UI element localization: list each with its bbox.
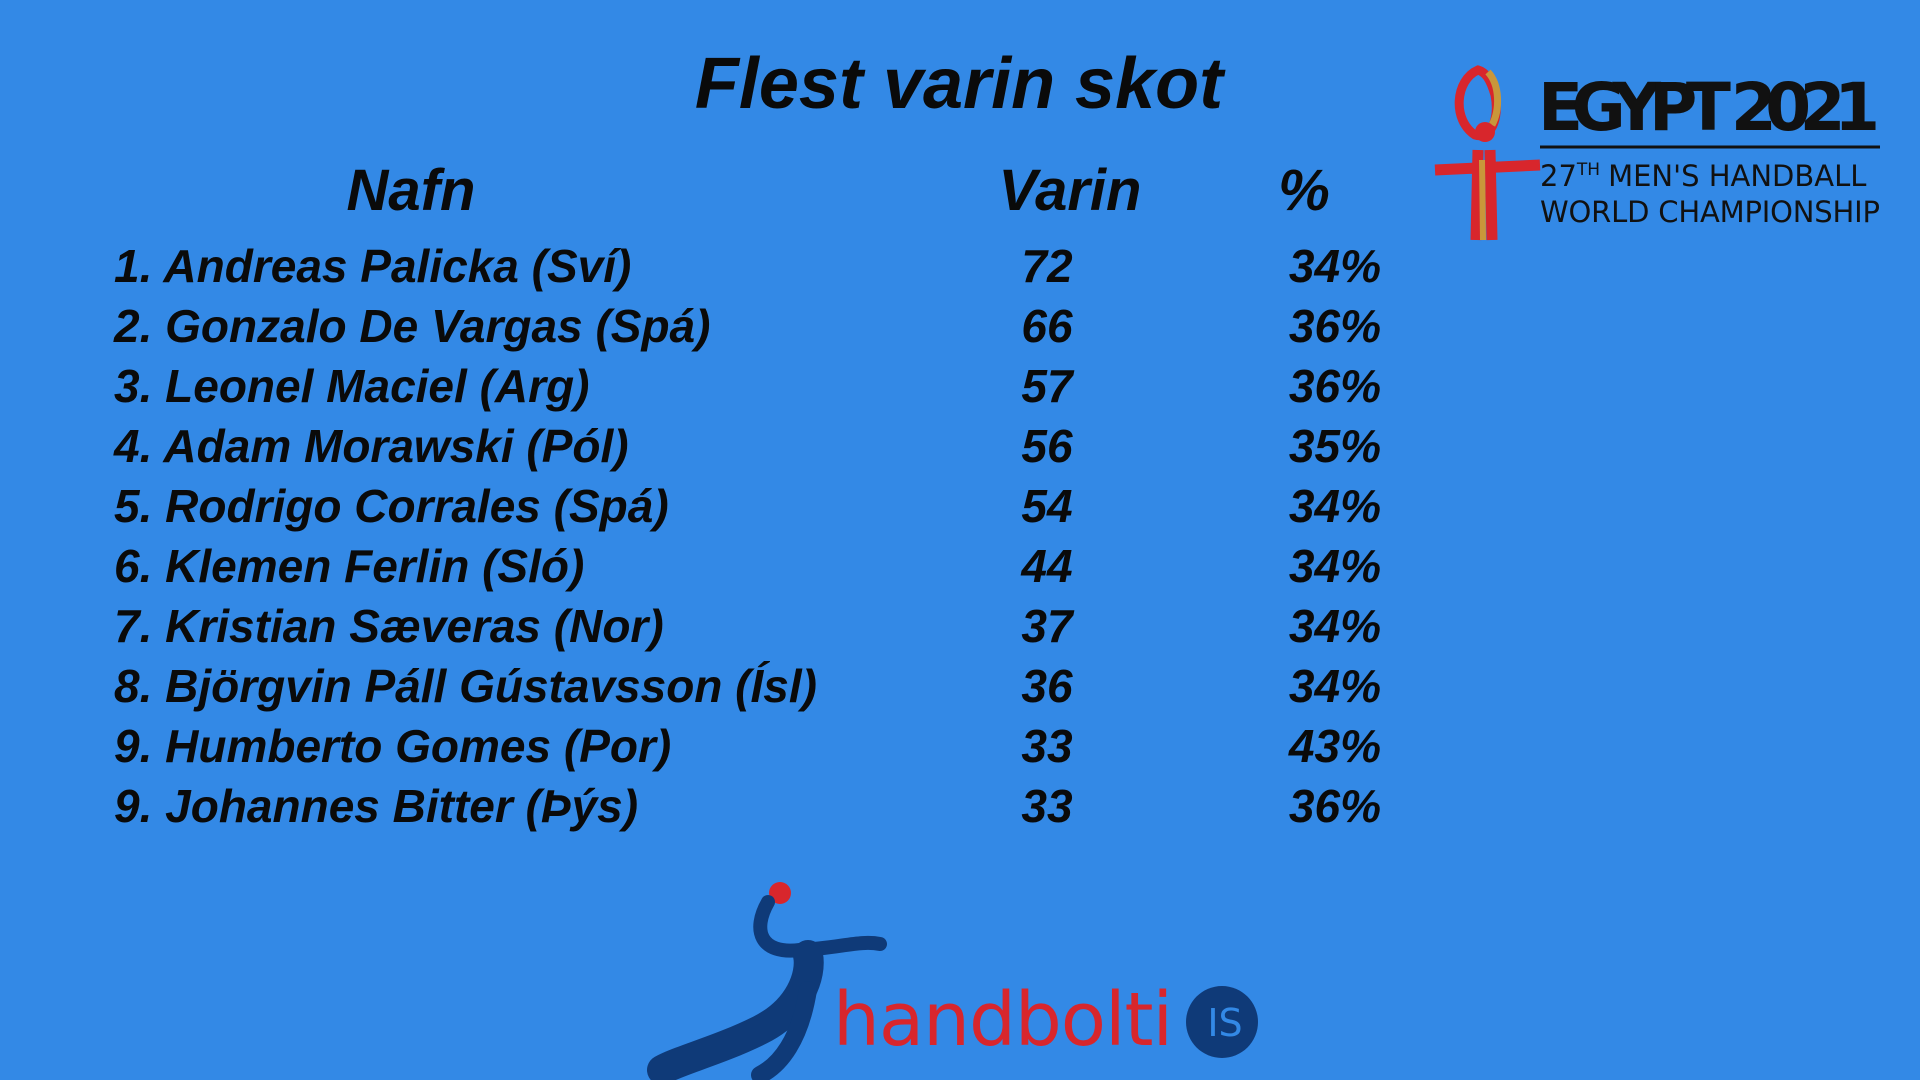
logo-edition: 27TH MEN'S HANDBALL — [1540, 159, 1866, 193]
logo-badge — [1186, 986, 1258, 1058]
logo-figure — [1485, 69, 1501, 127]
table-rows: 1. Andreas Palicka (Sví) 72 34% 2. Gonzalo … — [113, 240, 1381, 832]
saves: 57 — [1021, 360, 1075, 412]
logo-figure — [647, 940, 824, 1080]
saves: 33 — [1021, 720, 1073, 772]
save-pct: 36% — [1289, 780, 1381, 832]
saves: 56 — [1021, 420, 1073, 472]
saves: 33 — [1021, 780, 1073, 832]
header-pct: % — [1278, 158, 1330, 223]
save-pct: 34% — [1289, 600, 1381, 652]
logo-ball — [769, 882, 791, 904]
player-name: 3. Leonel Maciel (Arg) — [114, 360, 589, 412]
save-pct: 35% — [1289, 420, 1381, 472]
player-name: 9. Johannes Bitter (Þýs) — [114, 780, 638, 832]
site-logo: handbolti IS — [647, 882, 1258, 1080]
saves: 36 — [1021, 660, 1073, 712]
title: Flest varin skot — [695, 44, 1226, 124]
saves: 37 — [1021, 600, 1075, 652]
player-name: 8. Björgvin Páll Gústavsson (Ísl) — [114, 660, 817, 712]
save-pct: 34% — [1289, 540, 1381, 592]
logo-figure — [1479, 159, 1486, 241]
save-pct: 36% — [1289, 360, 1381, 412]
line1: MEN'S HANDBALL — [1608, 159, 1866, 193]
player-name: 1. Andreas Palicka (Sví) — [114, 240, 631, 292]
saves: 54 — [1021, 480, 1072, 532]
edition: 27 — [1540, 159, 1577, 193]
save-pct: 34% — [1289, 660, 1381, 712]
logo-figure — [751, 981, 817, 1080]
logo-line2: WORLD CHAMPIONSHIP — [1540, 195, 1880, 229]
logo-ball — [1475, 122, 1495, 142]
egypt-logo: EGYPT 2021 27TH MEN'S HANDBALL WORLD CHAM… — [1434, 65, 1880, 241]
save-pct: 43% — [1288, 720, 1381, 772]
saves: 44 — [1020, 540, 1072, 592]
logo-title: EGYPT 2021 — [1538, 69, 1880, 146]
header-saves: Varin — [999, 158, 1142, 223]
player-name: 9. Humberto Gomes (Por) — [114, 720, 671, 772]
player-name: 2. Gonzalo De Vargas (Spá) — [113, 300, 710, 352]
logo-name: handbolti — [833, 977, 1173, 1063]
player-name: 4. Adam Morawski (Pól) — [113, 420, 629, 472]
save-pct: 36% — [1289, 300, 1381, 352]
saves: 66 — [1021, 300, 1073, 352]
player-name: 6. Klemen Ferlin (Sló) — [114, 540, 584, 592]
player-name: 5. Rodrigo Corrales (Spá) — [114, 480, 669, 532]
save-pct: 34% — [1289, 240, 1381, 292]
logo-domain: IS — [1207, 1001, 1242, 1045]
edition-suffix: TH — [1576, 160, 1600, 180]
saves: 72 — [1021, 240, 1073, 292]
header-name: Nafn — [347, 158, 476, 223]
player-name: 7. Kristian Sæveras (Nor) — [114, 600, 664, 652]
save-pct: 34% — [1289, 480, 1381, 532]
logo-figure — [1434, 149, 1541, 241]
